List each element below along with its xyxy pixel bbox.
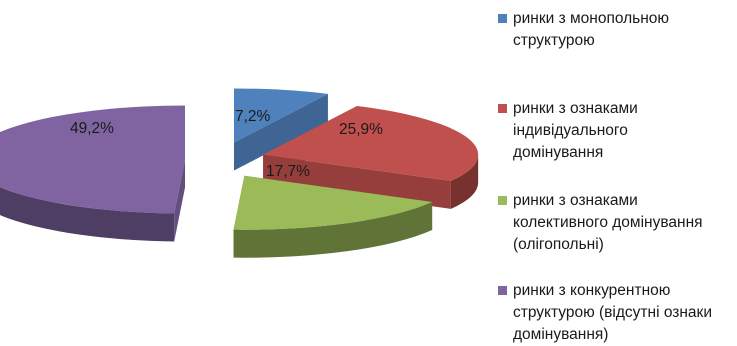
pie-slice-rim bbox=[0, 187, 175, 242]
legend-swatch-3 bbox=[498, 286, 507, 295]
legend-swatch-2 bbox=[498, 196, 507, 205]
slice-label-2: 17,7% bbox=[266, 163, 310, 180]
legend-label-2: ринки з ознаками колективного домінуванн… bbox=[513, 190, 733, 256]
legend-label-0: ринки з монопольною структурою bbox=[513, 8, 733, 52]
pie-slice-wall bbox=[233, 93, 328, 171]
legend-line: домінування bbox=[513, 144, 604, 161]
legend-line: ринки з монопольною bbox=[513, 10, 670, 27]
pie-slice-1 bbox=[263, 106, 479, 209]
pie-slice-2 bbox=[233, 175, 433, 258]
pie-slice-0 bbox=[233, 88, 328, 171]
legend-line: ринки з ознаками bbox=[513, 192, 638, 209]
legend-swatch-0 bbox=[498, 14, 507, 23]
slice-label-0: 7,2% bbox=[235, 108, 271, 125]
pie-slice-top bbox=[0, 105, 186, 214]
pie-value-labels: 7,2% 25,9% 17,7% 49,2% bbox=[70, 108, 383, 180]
pie-slice-top bbox=[233, 175, 433, 230]
legend-line: домінування) bbox=[513, 326, 609, 343]
slice-label-3: 49,2% bbox=[70, 120, 114, 137]
pie-slices bbox=[0, 88, 479, 258]
pie-slice-3 bbox=[0, 105, 186, 242]
slice-label-1: 25,9% bbox=[339, 121, 383, 138]
pie-slice-wall bbox=[263, 154, 451, 209]
pie-slice-top bbox=[233, 88, 328, 143]
legend-label-3: ринки з конкурентною структурою (відсутн… bbox=[513, 280, 733, 346]
legend-line: ринки з конкурентною bbox=[513, 282, 671, 299]
legend-line: ринки з ознаками bbox=[513, 100, 638, 117]
legend-line: колективного домінування bbox=[513, 214, 703, 231]
pie-slice-top bbox=[263, 106, 479, 181]
legend-line: структурою bbox=[513, 32, 595, 49]
pie-slice-rim bbox=[450, 154, 479, 209]
legend-line: структурою (відсутні ознаки bbox=[513, 304, 712, 321]
legend-line: індивідуального bbox=[513, 122, 628, 139]
legend-label-1: ринки з ознаками індивідуального домінув… bbox=[513, 98, 733, 164]
pie-slice-rim bbox=[233, 202, 433, 258]
pie-slice-wall bbox=[174, 159, 186, 242]
legend-line: (олігопольні) bbox=[513, 236, 604, 253]
legend-swatch-1 bbox=[498, 104, 507, 113]
